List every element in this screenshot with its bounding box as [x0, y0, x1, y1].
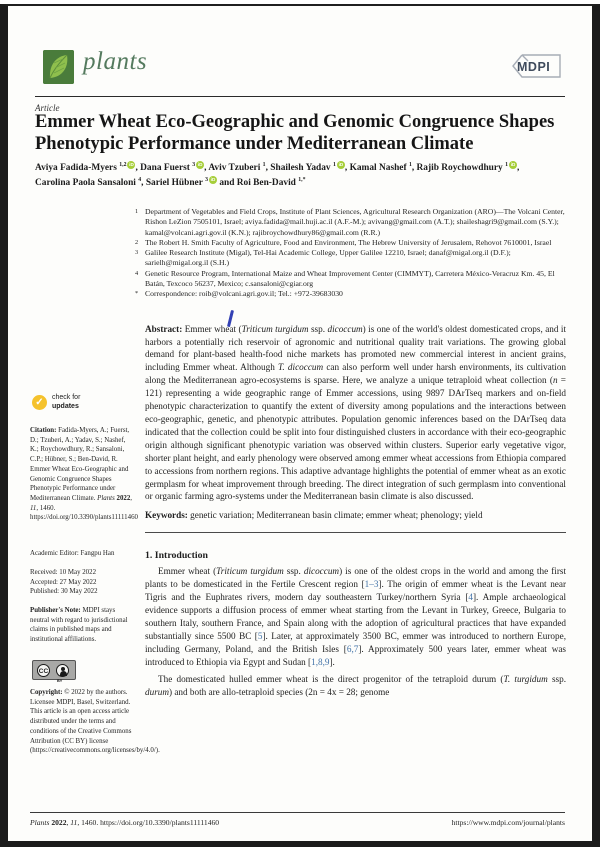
- plants-leaf-logo-icon: [43, 50, 74, 84]
- reference-link[interactable]: 1–3: [364, 579, 379, 590]
- affiliation-item: 4 Genetic Resource Program, Internationa…: [135, 268, 566, 290]
- by-label: BY: [57, 678, 63, 683]
- affiliation-number: 1: [135, 208, 139, 215]
- section-divider: [145, 532, 566, 534]
- affiliation-item: 3 Galilee Research Institute (Migal), Te…: [135, 248, 566, 269]
- orcid-icon[interactable]: iD: [336, 161, 345, 169]
- orcid-icon[interactable]: iD: [196, 161, 205, 169]
- affiliation-text: Genetic Resource Program, International …: [145, 268, 555, 289]
- cc-by-icon: CC BY: [32, 660, 76, 683]
- check-updates-label: check for updates: [52, 394, 81, 410]
- affiliation-number: 3: [135, 249, 139, 257]
- affiliation-item: * Correspondence: roib@volcani.agri.gov.…: [135, 289, 566, 299]
- cc-license-badge[interactable]: CC BY: [30, 660, 133, 683]
- orcid-icon[interactable]: iD: [208, 175, 217, 184]
- paper-title: Emmer Wheat Eco-Geographic and Genomic C…: [35, 112, 555, 154]
- affiliation-list: 1 Department of Vegetables and Field Cro…: [135, 207, 566, 300]
- journal-name: plants: [83, 48, 148, 75]
- page: plants MDPI Article Emmer Wheat Eco-Geog…: [0, 4, 600, 847]
- orcid-icon[interactable]: iD: [509, 161, 517, 169]
- mdpi-label: MDPI: [517, 60, 551, 74]
- copyright-block: Copyright: © 2022 by the authors. Licens…: [30, 689, 160, 755]
- accepted-date: Accepted: 27 May 2022: [30, 578, 97, 586]
- affiliation-text: Department of Vegetables and Field Crops…: [145, 207, 565, 237]
- main-column: 1 Department of Vegetables and Field Cro…: [135, 207, 567, 698]
- publisher-note: Publisher's Note: MDPI stays neutral wit…: [30, 607, 128, 644]
- person-icon: [56, 663, 69, 677]
- affiliation-text: Galilee Research Institute (Migal), Tel-…: [145, 248, 511, 268]
- footer-citation[interactable]: Plants 2022, 11, 1460. https://doi.org/1…: [30, 818, 220, 827]
- introduction-heading: 1. Introduction: [145, 550, 208, 562]
- affiliation-number: 4: [135, 269, 139, 277]
- article-type-label: Article: [35, 103, 60, 113]
- citation-block: Citation: Fadida-Myers, A.; Fuerst, D.; …: [30, 427, 138, 522]
- mdpi-logo-icon[interactable]: MDPI: [508, 52, 566, 82]
- check-for-updates-button[interactable]: ✓ check for updates: [30, 394, 133, 413]
- academic-editor-line: Academic Editor: Fangpu Han: [30, 550, 115, 557]
- affiliation-item: 1 Department of Vegetables and Field Cro…: [135, 207, 566, 238]
- affiliation-number: 2: [135, 238, 139, 246]
- history-dates: Received: 10 May 2022 Accepted: 27 May 2…: [30, 568, 133, 597]
- keywords-line: Keywords: genetic variation; Mediterrane…: [145, 510, 483, 521]
- header-divider: [35, 96, 565, 97]
- reference-link[interactable]: 1,8,9: [311, 656, 330, 667]
- footer-divider: [30, 812, 565, 813]
- introduction-paragraph-1: Emmer wheat (Triticum turgidum ssp. dico…: [145, 566, 567, 667]
- check-updates-icon: ✓: [32, 395, 47, 410]
- introduction-paragraph-2: The domesticated hulled emmer wheat is t…: [145, 673, 566, 697]
- reference-link[interactable]: 6,7: [346, 643, 359, 654]
- page-footer: Plants 2022, 11, 1460. https://doi.org/1…: [30, 818, 565, 827]
- cc-icon: CC: [37, 663, 50, 677]
- affiliation-text: The Robert H. Smith Faculty of Agricultu…: [145, 237, 552, 247]
- received-date: Received: 10 May 2022: [30, 569, 97, 576]
- published-date: Published: 30 May 2022: [30, 588, 98, 596]
- reference-link[interactable]: 5: [257, 630, 263, 641]
- journal-header: plants MDPI: [35, 48, 572, 96]
- affiliation-text: Correspondence: roib@volcani.agri.gov.il…: [145, 289, 343, 299]
- affiliation-number: *: [135, 290, 139, 298]
- reference-link[interactable]: 4: [468, 592, 473, 603]
- footer-journal-url[interactable]: https://www.mdpi.com/journal/plants: [451, 818, 565, 827]
- orcid-icon[interactable]: iD: [127, 161, 136, 169]
- abstract-paragraph: Abstract: Emmer wheat (Triticum turgidum…: [145, 323, 567, 502]
- affiliation-item: 2 The Robert H. Smith Faculty of Agricul…: [135, 237, 566, 248]
